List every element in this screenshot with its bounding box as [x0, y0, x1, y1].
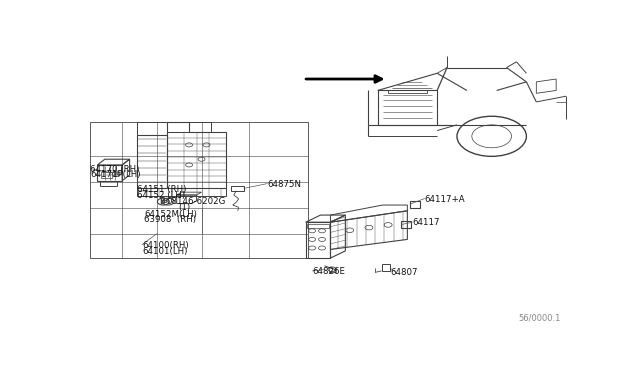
- Text: 64151 (RH): 64151 (RH): [137, 185, 186, 194]
- Text: 56/0000.1: 56/0000.1: [519, 314, 561, 323]
- Text: 64117: 64117: [412, 218, 440, 227]
- Text: 08146-6202G: 08146-6202G: [167, 197, 226, 206]
- Text: (1): (1): [178, 203, 190, 212]
- Text: 64152M(LH): 64152M(LH): [145, 210, 197, 219]
- Text: 64152 (LH): 64152 (LH): [137, 190, 185, 199]
- Text: 64875N: 64875N: [268, 180, 301, 189]
- Text: 64826E: 64826E: [312, 267, 345, 276]
- Text: 63908  (RH): 63908 (RH): [145, 215, 196, 224]
- Text: B: B: [163, 198, 168, 204]
- Text: 64100(RH): 64100(RH): [142, 241, 189, 250]
- Text: B: B: [159, 197, 164, 206]
- Text: 64101(LH): 64101(LH): [142, 247, 188, 256]
- Text: 64171P(LH): 64171P(LH): [90, 170, 140, 179]
- Text: 64807: 64807: [390, 268, 417, 277]
- Text: 64117+A: 64117+A: [425, 195, 465, 204]
- Text: 64170 (RH): 64170 (RH): [90, 165, 140, 174]
